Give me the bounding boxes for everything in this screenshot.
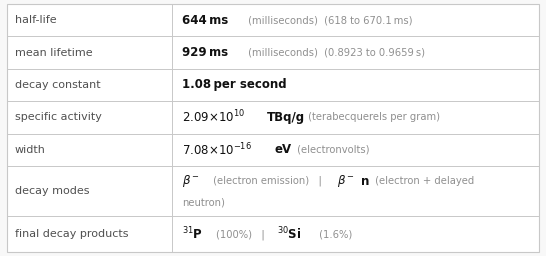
Text: (electron emission)   |: (electron emission) | xyxy=(210,176,322,186)
Text: TBq/g: TBq/g xyxy=(266,111,305,124)
Text: neutron): neutron) xyxy=(182,197,225,207)
Text: half-life: half-life xyxy=(15,15,56,25)
Text: final decay products: final decay products xyxy=(15,229,128,239)
Text: 644 ms: 644 ms xyxy=(182,14,228,27)
Text: specific activity: specific activity xyxy=(15,112,102,122)
Text: decay constant: decay constant xyxy=(15,80,100,90)
Text: (100%)   |: (100%) | xyxy=(216,229,264,240)
Text: n: n xyxy=(361,175,369,188)
Text: (1.6%): (1.6%) xyxy=(316,229,352,239)
Text: (milliseconds)  (0.8923 to 0.9659 s): (milliseconds) (0.8923 to 0.9659 s) xyxy=(245,48,425,58)
Text: (milliseconds)  (618 to 670.1 ms): (milliseconds) (618 to 670.1 ms) xyxy=(245,15,412,25)
Text: $7.08{\times}10^{-16}$: $7.08{\times}10^{-16}$ xyxy=(182,142,252,158)
Text: eV: eV xyxy=(275,143,292,156)
Text: (terabecquerels per gram): (terabecquerels per gram) xyxy=(305,112,440,122)
Text: 929 ms: 929 ms xyxy=(182,46,228,59)
Text: 1.08 per second: 1.08 per second xyxy=(182,79,287,91)
Text: $^{31}$P: $^{31}$P xyxy=(182,226,203,243)
Text: $\beta^-$: $\beta^-$ xyxy=(337,173,355,189)
Text: mean lifetime: mean lifetime xyxy=(15,48,92,58)
Text: $^{30}$Si: $^{30}$Si xyxy=(277,226,302,243)
Text: decay modes: decay modes xyxy=(15,186,89,196)
Text: $\beta^-$: $\beta^-$ xyxy=(182,173,200,189)
Text: width: width xyxy=(15,145,46,155)
Text: $2.09{\times}10^{10}$: $2.09{\times}10^{10}$ xyxy=(182,109,245,126)
Text: (electronvolts): (electronvolts) xyxy=(294,145,369,155)
Text: (electron + delayed: (electron + delayed xyxy=(372,176,474,186)
